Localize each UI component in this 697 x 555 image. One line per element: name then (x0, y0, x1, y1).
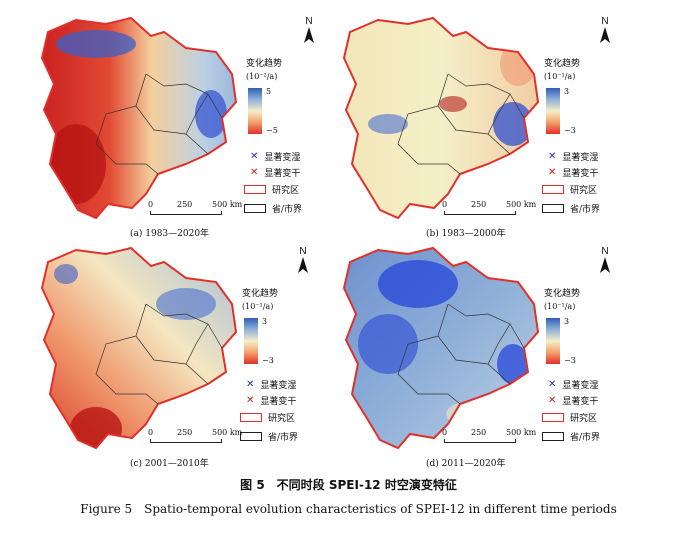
map-b (343, 17, 539, 219)
map-panel-d: N 变化趋势 (10⁻¹/a) 3 −3 ✕ 显著变湿 ✕ 显著变干 研究区 省/市… (338, 244, 648, 469)
north-arrow-icon: N (600, 246, 610, 276)
legend-study-area: 研究区 (542, 183, 597, 196)
legend-sig-dry: ✕ 显著变干 (250, 167, 301, 179)
legend-sig-wet: ✕ 显著变湿 (548, 379, 599, 391)
legend-sig-dry: ✕ 显著变干 (246, 395, 297, 407)
colorbar (546, 318, 560, 364)
red-x-icon: ✕ (250, 167, 259, 178)
legend-boundary: 省/市界 (542, 202, 600, 215)
map-c (41, 247, 237, 449)
legend-unit: (10⁻¹/a) (544, 72, 576, 81)
red-box-icon (542, 185, 564, 194)
map-a (41, 17, 237, 219)
scale-500: 500 km (506, 428, 537, 437)
north-arrow-icon: N (600, 16, 610, 46)
figure-caption-en: Figure 5 Spatio-temporal evolution chara… (80, 502, 617, 516)
scale-bar (150, 211, 222, 215)
legend-title: 变化趋势 (544, 289, 581, 299)
scale-500: 500 km (212, 428, 243, 437)
scale-500: 500 km (212, 200, 243, 209)
map-panel-b: N 变化趋势 (10⁻¹/a) 3 −3 ✕ 显著变湿 ✕ 显著变干 研究区 省/市… (338, 14, 648, 239)
legend-study-area: 研究区 (542, 411, 597, 424)
scale-0: 0 (148, 428, 154, 437)
black-box-icon (240, 432, 262, 441)
colorbar-max: 3 (262, 317, 268, 326)
legend-unit: (10⁻²/a) (246, 72, 278, 81)
colorbar-min: −5 (266, 126, 278, 135)
legend-sig-wet: ✕ 显著变湿 (250, 151, 301, 163)
scale-250: 250 (177, 200, 193, 209)
scale-0: 0 (148, 200, 154, 209)
panel-label-c: (c) 2001—2010年 (130, 459, 209, 469)
panel-label-a: (a) 1983—2020年 (130, 229, 210, 239)
north-arrow-icon: N (298, 246, 308, 276)
legend-unit: (10⁻¹/a) (544, 302, 576, 311)
blue-x-icon: ✕ (246, 379, 255, 390)
legend-study-area: 研究区 (244, 183, 299, 196)
red-box-icon (542, 413, 564, 422)
legend-study-area: 研究区 (240, 411, 295, 424)
black-box-icon (244, 204, 266, 213)
panel-label-b: (b) 1983—2000年 (426, 229, 506, 239)
scale-0: 0 (442, 200, 448, 209)
legend-boundary: 省/市界 (244, 202, 302, 215)
colorbar-max: 5 (266, 87, 272, 96)
colorbar (244, 318, 258, 364)
scale-bar (444, 211, 516, 215)
scale-bar (444, 439, 516, 443)
colorbar-min: −3 (564, 356, 576, 365)
colorbar (248, 88, 262, 134)
map-panel-a: N 变化趋势 (10⁻²/a) 5 −5 ✕ 显著变湿 ✕ 显著变干 研究区 省/市… (36, 14, 346, 239)
legend-title: 变化趋势 (242, 289, 279, 299)
legend-sig-wet: ✕ 显著变湿 (246, 379, 297, 391)
red-x-icon: ✕ (246, 395, 255, 406)
legend-sig-dry: ✕ 显著变干 (548, 395, 599, 407)
red-x-icon: ✕ (548, 167, 557, 178)
scale-bar (150, 439, 222, 443)
colorbar-max: 3 (564, 317, 570, 326)
legend-unit: (10⁻¹/a) (242, 302, 274, 311)
legend-boundary: 省/市界 (542, 430, 600, 443)
scale-0: 0 (442, 428, 448, 437)
red-x-icon: ✕ (548, 395, 557, 406)
colorbar-max: 3 (564, 87, 570, 96)
legend-boundary: 省/市界 (240, 430, 298, 443)
map-d (343, 247, 539, 449)
panel-label-d: (d) 2011—2020年 (426, 459, 506, 469)
legend-sig-wet: ✕ 显著变湿 (548, 151, 599, 163)
legend-sig-dry: ✕ 显著变干 (548, 167, 599, 179)
blue-x-icon: ✕ (548, 151, 557, 162)
blue-x-icon: ✕ (548, 379, 557, 390)
colorbar (546, 88, 560, 134)
map-panel-c: N 变化趋势 (10⁻¹/a) 3 −3 ✕ 显著变湿 ✕ 显著变干 研究区 省/市… (36, 244, 346, 469)
blue-x-icon: ✕ (250, 151, 259, 162)
figure-caption-cn: 图 5 不同时段 SPEI-12 时空演变特征 (240, 478, 457, 492)
colorbar-min: −3 (262, 356, 274, 365)
colorbar-min: −3 (564, 126, 576, 135)
legend-title: 变化趋势 (246, 59, 283, 69)
scale-500: 500 km (506, 200, 537, 209)
red-box-icon (240, 413, 262, 422)
scale-250: 250 (177, 428, 193, 437)
red-box-icon (244, 185, 266, 194)
scale-250: 250 (471, 428, 487, 437)
black-box-icon (542, 204, 564, 213)
legend-title: 变化趋势 (544, 59, 581, 69)
scale-250: 250 (471, 200, 487, 209)
black-box-icon (542, 432, 564, 441)
north-arrow-icon: N (304, 16, 314, 46)
